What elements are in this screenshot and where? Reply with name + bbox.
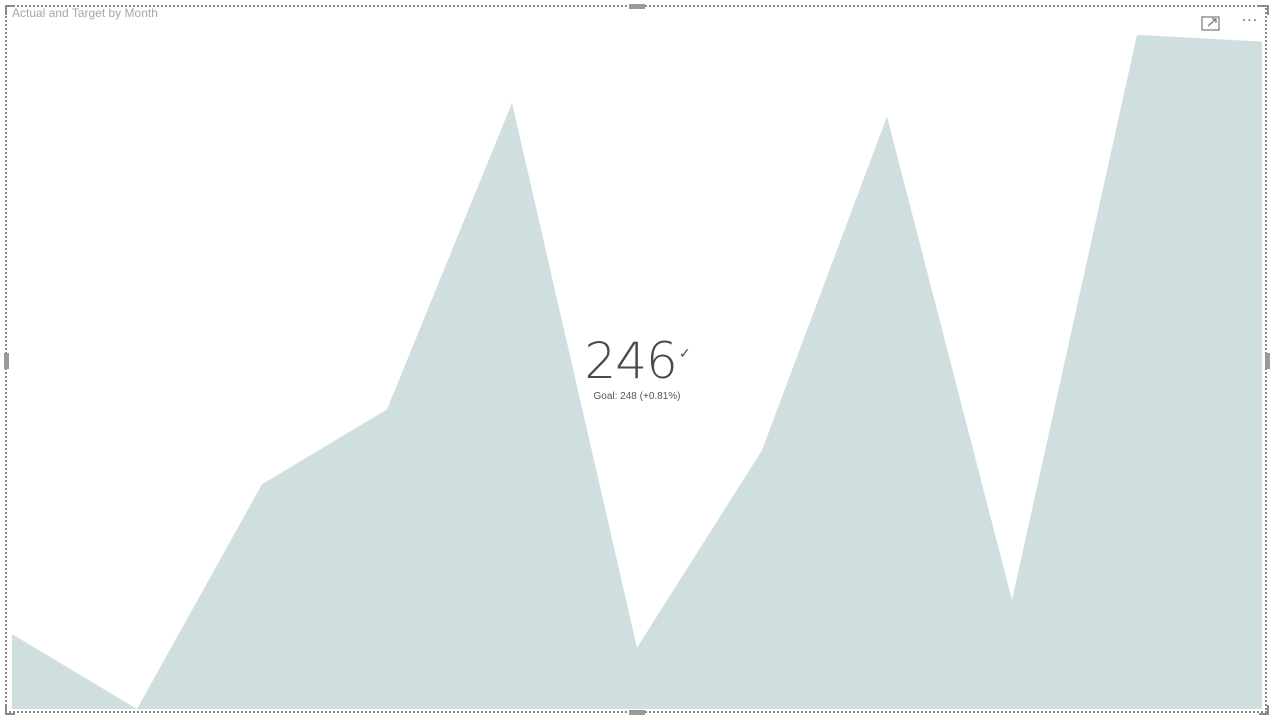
resize-handle-top[interactable] (629, 4, 645, 9)
status-check-icon: ✓ (678, 346, 691, 362)
resize-handle-right[interactable] (1265, 353, 1270, 369)
kpi-value-text: 246 (584, 332, 677, 390)
resize-handle-bottom[interactable] (629, 710, 645, 715)
kpi-goal-text: Goal: 248 (+0.81%) (593, 391, 681, 402)
resize-handle-bottom-right[interactable] (1259, 705, 1269, 715)
focus-mode-button[interactable] (1201, 14, 1221, 32)
area-series-layer (12, 34, 1262, 710)
resize-handle-left[interactable] (4, 353, 9, 369)
kpi-value: 246 ✓ (0, 332, 1274, 390)
resize-handle-top-right[interactable] (1259, 5, 1269, 15)
focus-mode-icon (1201, 16, 1220, 31)
resize-handle-top-left[interactable] (5, 5, 15, 15)
more-options-button[interactable]: ··· (1241, 13, 1259, 29)
area-series-fill (12, 34, 1262, 710)
visual-title: Actual and Target by Month (12, 6, 158, 20)
resize-handle-bottom-left[interactable] (5, 705, 15, 715)
